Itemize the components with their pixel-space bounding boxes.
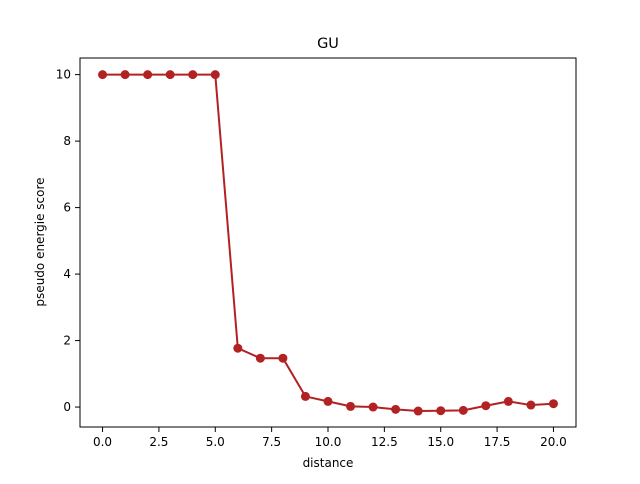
data-point-marker — [391, 404, 401, 414]
data-point-marker — [458, 405, 468, 415]
x-tick-label: 5.0 — [206, 435, 225, 449]
data-point-marker — [278, 353, 288, 363]
x-axis-label: distance — [303, 456, 354, 470]
y-tick-label: 2 — [63, 334, 71, 348]
data-point-marker — [323, 396, 333, 406]
data-point-marker — [255, 353, 265, 363]
data-point-marker — [413, 406, 423, 416]
data-point-marker — [233, 343, 243, 353]
y-tick-label: 4 — [63, 267, 71, 281]
data-point-marker — [143, 70, 153, 80]
y-axis-label: pseudo energie score — [33, 177, 47, 306]
y-axis-ticks: 0 2 4 6 8 10 — [56, 68, 80, 414]
data-point-marker — [368, 402, 378, 412]
x-tick-label: 12.5 — [371, 435, 398, 449]
x-tick-label: 10.0 — [315, 435, 342, 449]
data-point-marker — [165, 70, 175, 80]
x-axis-ticks: 0.0 2.5 5.0 7.5 10.0 12.5 15.0 17.5 20.0 — [93, 427, 567, 449]
x-tick-label: 2.5 — [149, 435, 168, 449]
data-point-marker — [503, 396, 513, 406]
y-tick-label: 8 — [63, 134, 71, 148]
x-tick-label: 0.0 — [93, 435, 112, 449]
x-tick-label: 15.0 — [427, 435, 454, 449]
data-point-marker — [548, 399, 558, 409]
data-point-marker — [188, 70, 198, 80]
data-point-marker — [346, 401, 356, 411]
y-tick-label: 6 — [63, 201, 71, 215]
y-tick-label: 0 — [63, 400, 71, 414]
y-tick-label: 10 — [56, 68, 71, 82]
data-point-marker — [436, 406, 446, 416]
data-point-marker — [120, 70, 130, 80]
data-point-marker — [300, 391, 310, 401]
data-point-marker — [526, 400, 536, 410]
series-layer — [98, 70, 558, 416]
data-point-marker — [210, 70, 220, 80]
x-tick-label: 7.5 — [262, 435, 281, 449]
x-tick-label: 17.5 — [484, 435, 511, 449]
data-point-marker — [481, 401, 491, 411]
chart-title: GU — [317, 36, 339, 52]
x-tick-label: 20.0 — [540, 435, 567, 449]
data-point-marker — [98, 70, 108, 80]
plot-frame — [79, 57, 577, 428]
